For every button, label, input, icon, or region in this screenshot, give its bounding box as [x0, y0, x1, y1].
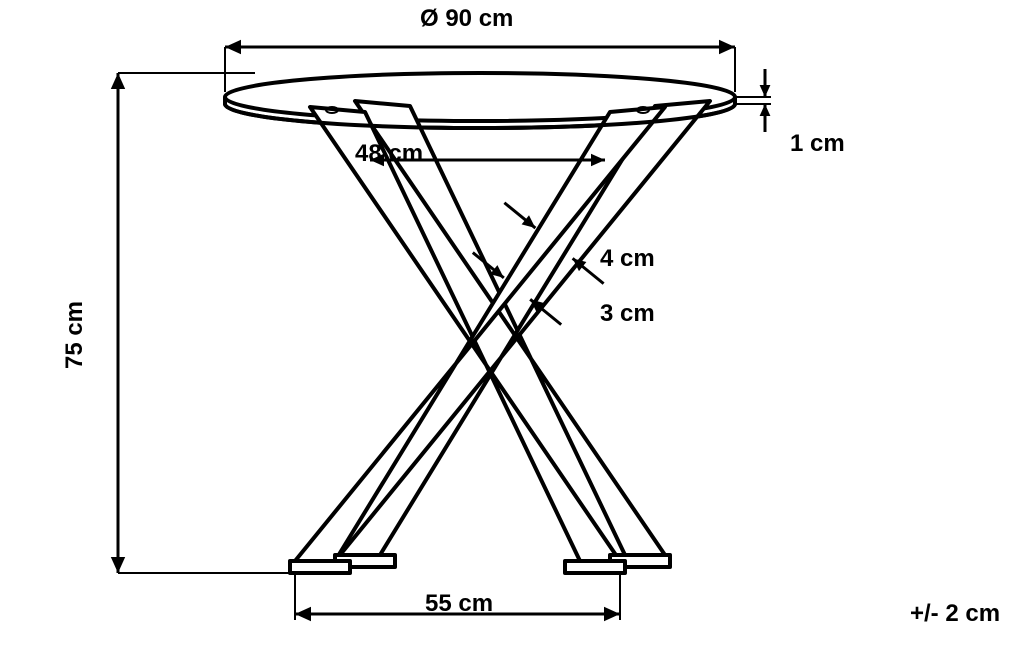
dim-base-width-label: 55 cm [425, 590, 493, 618]
dim-leg-inner-label: 3 cm [600, 300, 655, 328]
diagram-stage: Ø 90 cm 75 cm 48 cm 1 cm 4 cm 3 cm 55 cm… [0, 0, 1020, 647]
dim-top-thickness-label: 1 cm [790, 130, 845, 158]
dim-height-label: 75 cm [61, 301, 89, 369]
technical-drawing-svg [0, 0, 1020, 647]
tolerance-label: +/- 2 cm [910, 600, 1000, 628]
dim-top-inner-label: 48 cm [355, 140, 423, 168]
dim-diameter-label: Ø 90 cm [420, 5, 513, 33]
dim-leg-outer-label: 4 cm [600, 245, 655, 273]
